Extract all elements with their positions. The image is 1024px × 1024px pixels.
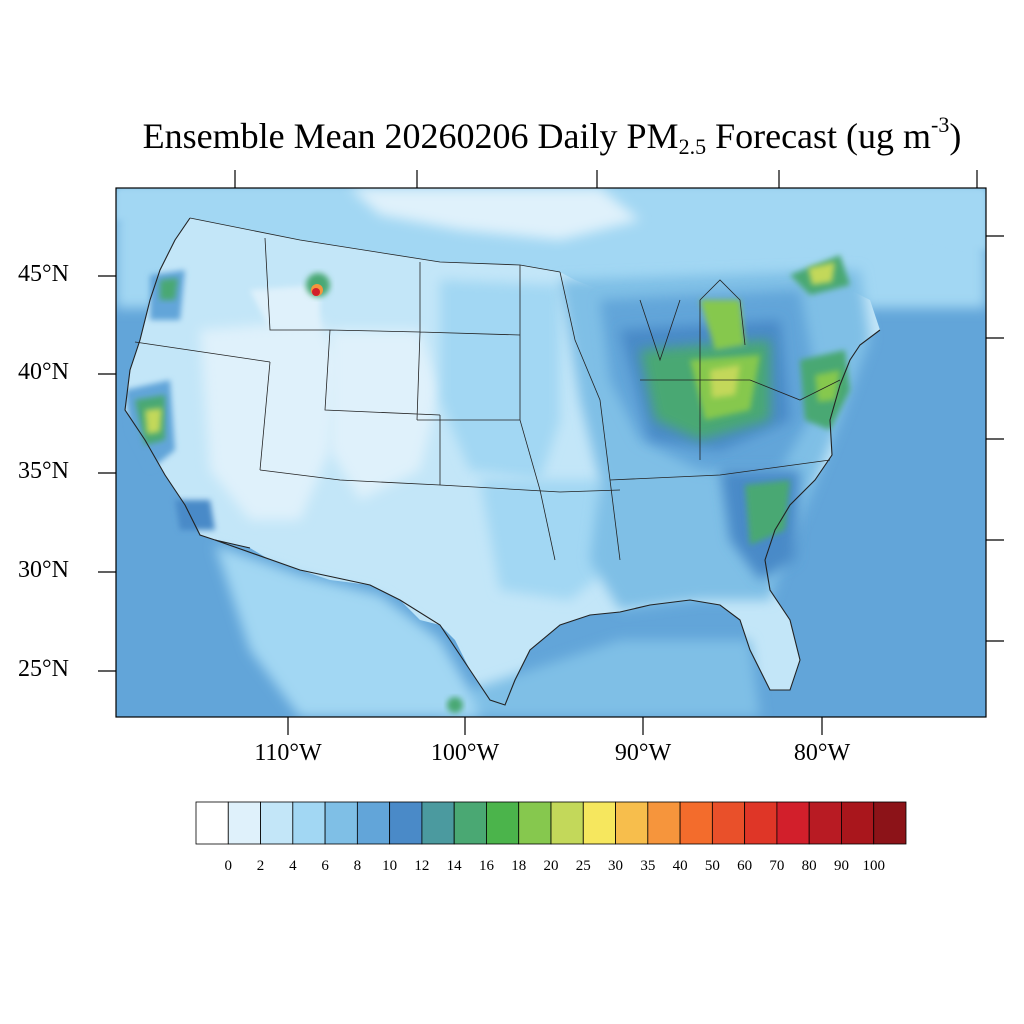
legend-label: 90 [833, 858, 849, 874]
legend-swatch [389, 801, 423, 845]
legend-label: 12 [414, 858, 430, 874]
lat-label-40: 40°N [18, 359, 69, 385]
legend-swatch [711, 801, 746, 845]
legend-swatch [873, 801, 907, 845]
lon-label-110w: 110°W [254, 740, 322, 766]
boundaries [124, 217, 881, 706]
willamette-green [160, 278, 178, 300]
idaho-light [250, 285, 320, 330]
legend-swatch [615, 801, 649, 845]
state-lines-b [264, 237, 521, 485]
legend-swatch [486, 801, 520, 845]
color-legend [195, 801, 907, 845]
great-basin-light [200, 320, 340, 520]
legend-swatch [776, 801, 810, 845]
south-plains-blue [480, 480, 620, 600]
lat-label-35: 35°N [18, 458, 69, 484]
title-after-sub: Forecast (ug m [706, 116, 932, 156]
lat-label-30: 30°N [18, 557, 69, 583]
lon-label-80w: 80°W [793, 740, 851, 766]
mexico-land [215, 545, 480, 717]
legend-swatch [582, 801, 616, 845]
map-title: Ensemble Mean 20260206 Daily PM2.5 Forec… [0, 112, 1024, 160]
legend-label: 0 [224, 858, 233, 874]
legend-label: 25 [575, 858, 591, 874]
legend-label: 10 [382, 858, 398, 874]
legend-swatch [453, 801, 487, 845]
plains-blue [440, 280, 560, 480]
bottom-ticks [287, 717, 823, 735]
us-canada-border [189, 217, 561, 273]
legend-label: 16 [478, 858, 494, 874]
michigan-green [700, 300, 745, 350]
legend-label: 80 [801, 858, 817, 874]
legend-swatch [841, 801, 875, 845]
title-superscript: -3 [931, 112, 950, 137]
mexico-hotspot [447, 697, 463, 713]
legend-label: 70 [769, 858, 785, 874]
state-lines-d [609, 300, 841, 481]
left-ticks [98, 275, 116, 672]
legend-label: 18 [511, 858, 527, 874]
pacific-coastline [124, 217, 216, 541]
legend-label: 8 [353, 858, 362, 874]
legend-label: 60 [737, 858, 753, 874]
legend-label: 20 [543, 858, 559, 874]
carolina-green [745, 480, 790, 545]
legend-label: 40 [672, 858, 688, 874]
lon-label-100w: 100°W [430, 740, 500, 766]
legend-swatch [195, 801, 229, 845]
legend-label: 50 [704, 858, 720, 874]
gulf-waters [440, 640, 760, 717]
legend-swatch [421, 801, 455, 845]
legend-swatch [550, 801, 584, 845]
rockies-light [330, 330, 440, 500]
legend-swatch [647, 801, 681, 845]
canada-light-area [350, 188, 640, 240]
legend-label: 100 [862, 858, 885, 874]
concentration-field [116, 188, 986, 717]
legend-swatch [808, 801, 842, 845]
lat-label-45: 45°N [18, 261, 69, 287]
legend-swatch [227, 801, 261, 845]
la-basin-blue [175, 500, 215, 530]
legend-label: 4 [289, 858, 297, 874]
top-ticks [234, 170, 978, 188]
lon-label-90w: 90°W [614, 740, 672, 766]
legend-label: 35 [640, 858, 656, 874]
great-lakes-outline [639, 279, 746, 362]
state-lines-a [134, 341, 621, 493]
central-valley-yellow [145, 408, 162, 434]
legend-label: 2 [256, 858, 265, 874]
legend-swatch [260, 801, 294, 845]
montana-hotspot-red [312, 288, 320, 296]
legend-swatch [679, 801, 713, 845]
legend-swatch [744, 801, 778, 845]
gulf-atlantic-coastline [214, 329, 881, 706]
quebec-yellowgreen [808, 262, 835, 285]
legend-label: 30 [608, 858, 624, 874]
right-ticks [986, 235, 1004, 642]
title-close: ) [949, 116, 962, 156]
title-subscript: 2.5 [678, 134, 707, 159]
legend-swatch [518, 801, 552, 845]
state-lines-c [519, 265, 621, 561]
lat-label-25: 25°N [18, 656, 69, 682]
ohio-yellowgreen [710, 365, 740, 398]
title-main: Ensemble Mean 20260206 Daily PM [142, 116, 679, 156]
legend-swatch [356, 801, 391, 845]
legend-label: 6 [321, 858, 329, 874]
map-frame [115, 187, 987, 718]
legend-swatch [292, 801, 326, 845]
legend-swatch [324, 801, 358, 845]
legend-label: 14 [446, 858, 462, 874]
